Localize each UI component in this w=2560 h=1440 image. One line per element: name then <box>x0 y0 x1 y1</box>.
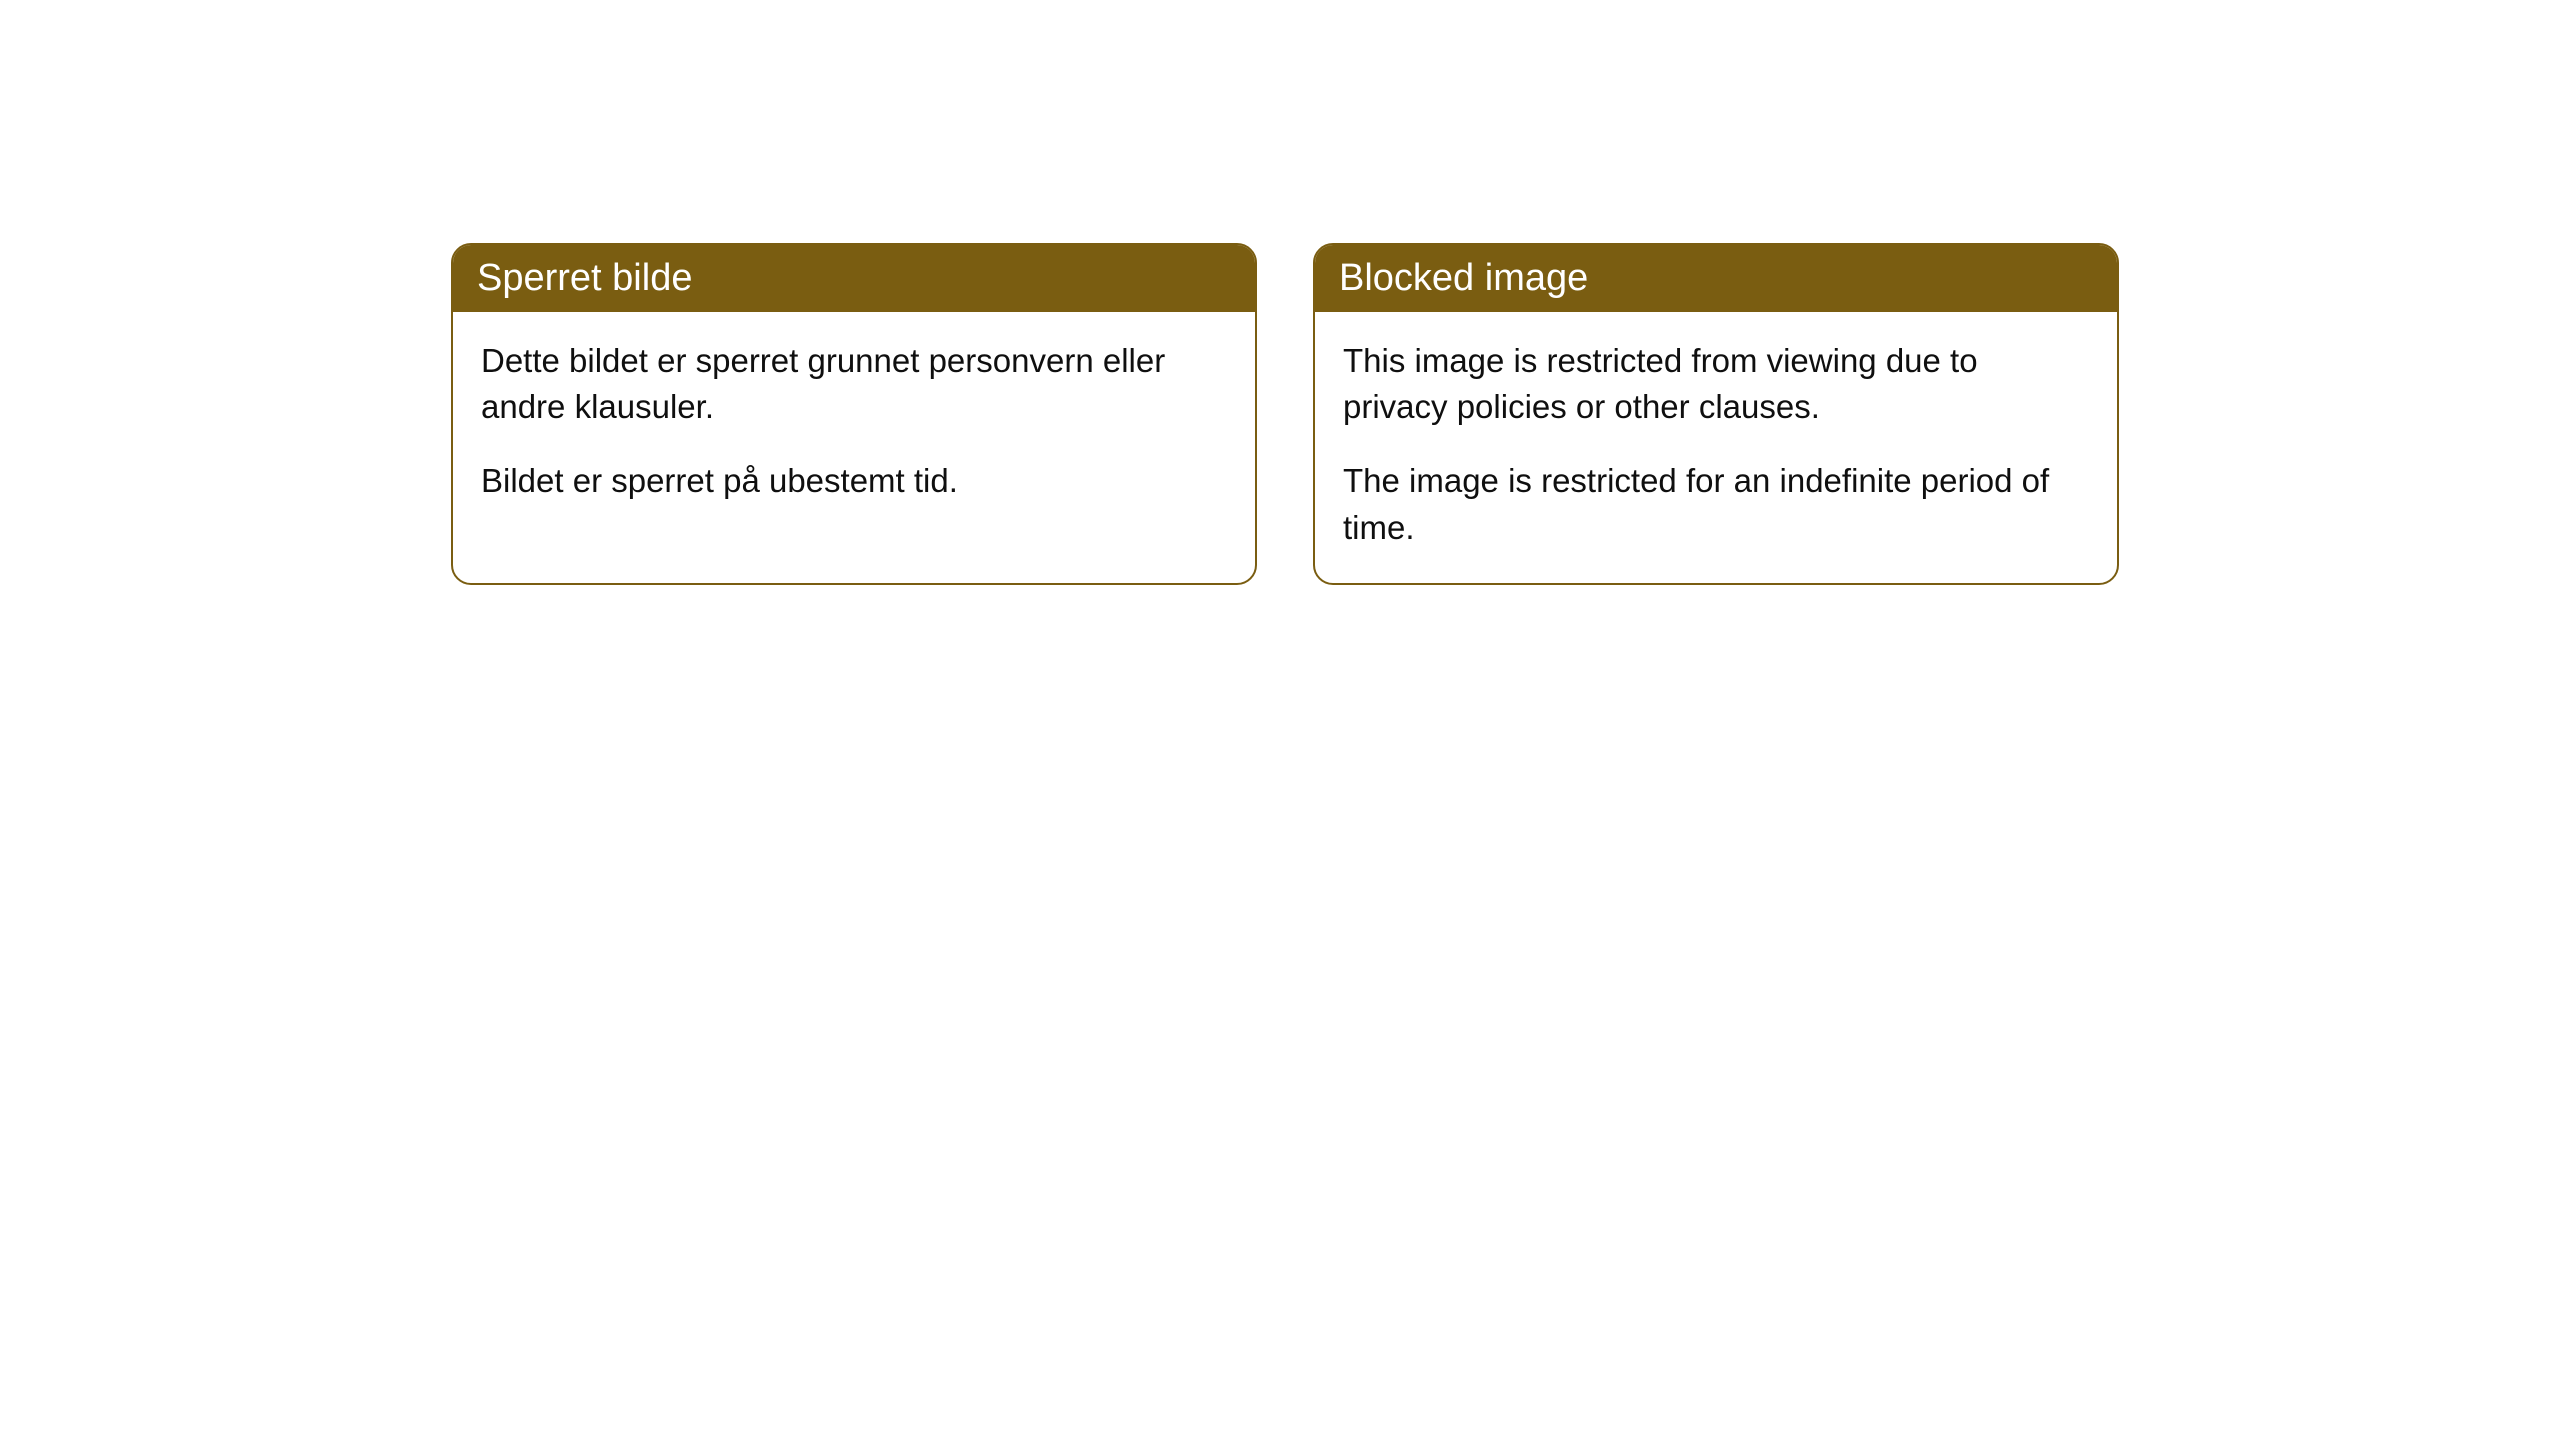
card-english: Blocked image This image is restricted f… <box>1313 243 2119 585</box>
card-paragraph-1-norwegian: Dette bildet er sperret grunnet personve… <box>481 338 1227 430</box>
card-header-english: Blocked image <box>1315 245 2117 312</box>
card-header-norwegian: Sperret bilde <box>453 245 1255 312</box>
card-body-english: This image is restricted from viewing du… <box>1315 312 2117 583</box>
card-norwegian: Sperret bilde Dette bildet er sperret gr… <box>451 243 1257 585</box>
card-body-norwegian: Dette bildet er sperret grunnet personve… <box>453 312 1255 537</box>
cards-container: Sperret bilde Dette bildet er sperret gr… <box>0 0 2560 585</box>
card-paragraph-1-english: This image is restricted from viewing du… <box>1343 338 2089 430</box>
card-title-english: Blocked image <box>1339 257 1588 299</box>
card-paragraph-2-english: The image is restricted for an indefinit… <box>1343 458 2089 550</box>
card-paragraph-2-norwegian: Bildet er sperret på ubestemt tid. <box>481 458 1227 504</box>
card-title-norwegian: Sperret bilde <box>477 257 692 299</box>
